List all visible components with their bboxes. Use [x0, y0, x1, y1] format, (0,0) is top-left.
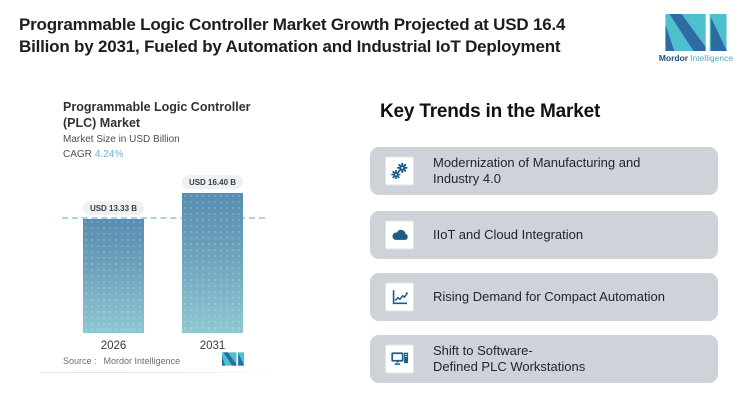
chart-title-line1: Programmable Logic Controller — [63, 100, 251, 114]
chart-title-line2: (PLC) Market — [63, 116, 141, 130]
trend-card-iiot-cloud: IIoT and Cloud Integration — [370, 211, 718, 259]
trend-label: Modernization of Manufacturing and Indus… — [433, 147, 710, 195]
trend-label-line2: Defined PLC Workstations — [433, 359, 586, 374]
bar-2026 — [83, 219, 144, 333]
workstation-icon — [390, 351, 408, 365]
trends-heading: Key Trends in the Market — [380, 101, 601, 122]
cagr-label: CAGR — [63, 149, 92, 160]
brand-name: Mordor Intelligence — [648, 53, 744, 63]
trend-icon-box — [385, 156, 414, 186]
trend-label: IIoT and Cloud Integration — [433, 211, 710, 259]
trend-label-line1: IIoT and Cloud Integration — [433, 227, 584, 242]
mordor-intelligence-logo-icon — [665, 14, 727, 51]
cagr-value: 4.24% — [94, 149, 124, 160]
line-chart-icon — [392, 290, 409, 305]
bar-2031 — [182, 193, 243, 333]
brand-name-bold: Mordor — [658, 53, 689, 63]
trend-card-modernization: Modernization of Manufacturing and Indus… — [370, 147, 718, 195]
reference-dashed-line — [62, 217, 265, 219]
trend-icon-box — [385, 220, 414, 250]
chart-cagr: CAGR 4.24% — [63, 149, 123, 160]
chart-source: Source : Mordor Intelligence — [63, 356, 180, 366]
trend-card-software-defined-plc: Shift to Software- Defined PLC Workstati… — [370, 335, 718, 383]
trend-label-line1: Modernization of Manufacturing and — [433, 155, 641, 170]
bar-value-badge: USD 13.33 B — [82, 201, 145, 215]
x-tick-2031: 2031 — [199, 340, 226, 352]
page-title-line2: Billion by 2031, Fueled by Automation an… — [19, 37, 561, 56]
page-title: Programmable Logic Controller Market Gro… — [19, 14, 565, 58]
x-tick-2026: 2026 — [100, 340, 127, 352]
gears-icon — [391, 162, 408, 180]
section-divider — [40, 372, 282, 373]
chart-title: Programmable Logic Controller (PLC) Mark… — [63, 99, 251, 131]
brand-logo: Mordor Intelligence — [648, 14, 744, 63]
trend-label: Shift to Software- Defined PLC Workstati… — [433, 335, 710, 383]
bar-group-2026: USD 13.33 B — [82, 201, 145, 333]
bar-value-badge: USD 16.40 B — [181, 175, 244, 189]
page-title-line1: Programmable Logic Controller Market Gro… — [19, 15, 566, 34]
source-value: Mordor Intelligence — [103, 356, 181, 366]
source-brand-mini-logo-icon — [222, 352, 244, 366]
trend-label-line2: Industry 4.0 — [433, 171, 501, 186]
trend-icon-box — [385, 282, 414, 312]
bar-group-2031: USD 16.40 B — [181, 175, 244, 333]
trend-label-line1: Shift to Software- — [433, 343, 533, 358]
trend-card-compact-automation: Rising Demand for Compact Automation — [370, 273, 718, 321]
cloud-icon — [391, 229, 408, 240]
source-label: Source : — [63, 356, 97, 366]
trend-icon-box — [385, 344, 414, 374]
brand-name-light: Intelligence — [690, 53, 734, 63]
chart-subtitle: Market Size in USD Billion — [63, 134, 180, 145]
trend-label-line1: Rising Demand for Compact Automation — [433, 289, 665, 304]
trend-label: Rising Demand for Compact Automation — [433, 273, 710, 321]
